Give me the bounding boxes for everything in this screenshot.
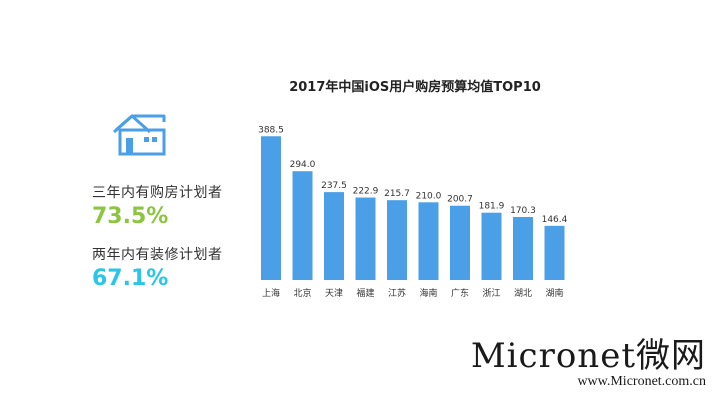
- bar-6: [450, 205, 470, 280]
- bar-8: [513, 216, 533, 280]
- bar-5: [418, 202, 439, 280]
- data-label-2: 237.5: [321, 181, 347, 191]
- x-tick-label-3: 福建: [356, 287, 374, 299]
- data-label-8: 170.3: [510, 206, 536, 216]
- bar-4: [387, 200, 407, 280]
- x-tick-label-6: 广东: [451, 287, 469, 299]
- bar-3: [355, 197, 376, 280]
- x-tick-label-5: 海南: [419, 287, 437, 299]
- bar-0: [261, 136, 281, 280]
- x-tick-label-0: 上海: [262, 287, 280, 299]
- house-icon: [113, 114, 166, 156]
- stat-value-purchase-plan: 73.5%: [92, 204, 169, 229]
- stat-label-purchase-plan: 三年内有购房计划者: [92, 185, 223, 201]
- x-tick-label-9: 湖南: [545, 287, 563, 299]
- watermark-url: www.Micronet.com.cn: [577, 374, 706, 389]
- chart-title: 2017年中国iOS用户购房预算均值TOP10: [289, 80, 541, 95]
- watermark: Micronet微网 www.Micronet.com.cn: [471, 338, 706, 390]
- stat-label-renovation-plan: 两年内有装修计划者: [92, 247, 223, 263]
- data-label-3: 222.9: [353, 187, 379, 197]
- bar-1: [292, 171, 313, 280]
- x-tick-label-1: 北京: [293, 287, 311, 299]
- data-label-7: 181.9: [479, 202, 505, 212]
- data-label-9: 146.4: [542, 215, 568, 225]
- bar-9: [544, 225, 565, 280]
- stat-value-renovation-plan: 67.1%: [92, 266, 169, 291]
- x-tick-label-4: 江苏: [388, 287, 406, 299]
- watermark-brand: Micronet微网: [470, 336, 706, 376]
- x-tick-label-7: 浙江: [482, 287, 500, 299]
- bar-7: [481, 212, 502, 280]
- bar-chart: 388.5 上海 294.0 北京 237.5 天津 222.9 福建 215.7 江苏 210.0…: [258, 125, 568, 299]
- data-label-4: 215.7: [384, 189, 410, 199]
- x-tick-label-2: 天津: [325, 288, 343, 299]
- bar-2: [324, 192, 344, 280]
- data-label-6: 200.7: [447, 195, 473, 205]
- x-tick-label-8: 湖北: [514, 288, 532, 299]
- data-label-0: 388.5: [258, 125, 284, 135]
- data-label-1: 294.0: [290, 160, 316, 170]
- data-label-5: 210.0: [416, 191, 442, 201]
